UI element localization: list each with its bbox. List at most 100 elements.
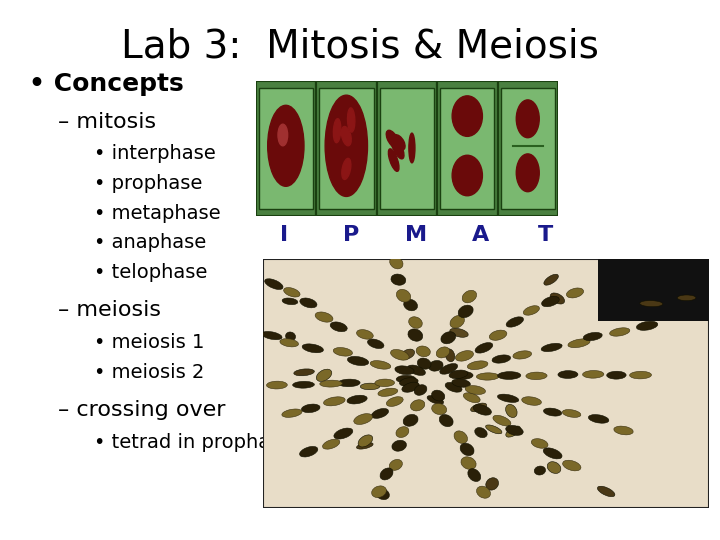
Ellipse shape — [360, 383, 380, 390]
Ellipse shape — [330, 322, 347, 332]
Ellipse shape — [531, 438, 548, 448]
Text: • interphase: • interphase — [94, 144, 215, 164]
Ellipse shape — [403, 414, 418, 426]
Ellipse shape — [465, 386, 485, 394]
Ellipse shape — [401, 349, 415, 359]
Ellipse shape — [404, 299, 418, 311]
Ellipse shape — [498, 394, 519, 402]
Ellipse shape — [431, 390, 445, 401]
Text: • meiosis 2: • meiosis 2 — [94, 363, 204, 382]
Text: • metaphase: • metaphase — [94, 204, 220, 223]
Ellipse shape — [475, 342, 492, 353]
Ellipse shape — [316, 369, 332, 381]
Text: • meiosis 1: • meiosis 1 — [94, 333, 204, 353]
Ellipse shape — [582, 370, 604, 378]
Ellipse shape — [300, 447, 318, 457]
Ellipse shape — [432, 403, 446, 415]
Ellipse shape — [370, 361, 391, 369]
Ellipse shape — [493, 415, 511, 426]
Ellipse shape — [640, 301, 662, 307]
Ellipse shape — [505, 426, 521, 437]
Text: • Concepts: • Concepts — [29, 72, 184, 96]
Ellipse shape — [441, 332, 456, 344]
Ellipse shape — [541, 296, 559, 307]
Ellipse shape — [449, 370, 468, 379]
Ellipse shape — [333, 119, 341, 143]
Bar — [498, 81, 558, 216]
Ellipse shape — [490, 330, 507, 340]
Ellipse shape — [445, 349, 455, 362]
Ellipse shape — [568, 339, 590, 348]
Ellipse shape — [390, 460, 402, 470]
Ellipse shape — [358, 435, 373, 447]
Ellipse shape — [376, 488, 390, 500]
Ellipse shape — [282, 298, 298, 305]
Text: – crossing over: – crossing over — [58, 400, 225, 421]
Ellipse shape — [409, 133, 415, 163]
Ellipse shape — [372, 408, 389, 418]
Ellipse shape — [473, 404, 492, 415]
Ellipse shape — [526, 372, 547, 380]
Ellipse shape — [456, 350, 474, 361]
Ellipse shape — [506, 317, 523, 327]
Ellipse shape — [302, 344, 323, 353]
Ellipse shape — [315, 312, 333, 322]
Text: A: A — [472, 225, 490, 245]
Bar — [500, 87, 555, 209]
Bar — [319, 87, 374, 209]
Ellipse shape — [678, 295, 696, 301]
Ellipse shape — [391, 274, 406, 285]
Ellipse shape — [348, 356, 369, 366]
Ellipse shape — [541, 343, 562, 352]
Ellipse shape — [396, 427, 409, 437]
Ellipse shape — [294, 369, 315, 376]
Ellipse shape — [333, 348, 353, 356]
Ellipse shape — [408, 365, 426, 375]
Text: M: M — [405, 225, 427, 245]
Ellipse shape — [397, 289, 410, 302]
Ellipse shape — [416, 346, 431, 357]
Ellipse shape — [347, 395, 367, 404]
Ellipse shape — [392, 139, 404, 159]
Ellipse shape — [380, 468, 393, 480]
Ellipse shape — [302, 404, 320, 413]
Ellipse shape — [410, 400, 425, 411]
Ellipse shape — [567, 288, 584, 298]
Ellipse shape — [392, 134, 405, 151]
Ellipse shape — [522, 397, 541, 406]
Ellipse shape — [450, 328, 468, 338]
Ellipse shape — [282, 409, 302, 417]
Ellipse shape — [320, 380, 342, 387]
Ellipse shape — [629, 372, 652, 379]
Ellipse shape — [452, 156, 482, 195]
Ellipse shape — [300, 298, 317, 308]
Ellipse shape — [428, 361, 443, 371]
Ellipse shape — [408, 329, 423, 341]
Ellipse shape — [468, 469, 481, 482]
Text: • prophase: • prophase — [94, 174, 202, 193]
Ellipse shape — [505, 426, 523, 435]
Ellipse shape — [387, 397, 403, 407]
Ellipse shape — [534, 466, 546, 475]
Ellipse shape — [588, 415, 609, 423]
Ellipse shape — [261, 332, 282, 340]
Text: • anaphase: • anaphase — [94, 233, 206, 253]
Ellipse shape — [610, 328, 630, 336]
Ellipse shape — [356, 443, 373, 449]
Ellipse shape — [436, 347, 450, 358]
Ellipse shape — [342, 158, 351, 179]
Ellipse shape — [439, 415, 453, 427]
Ellipse shape — [390, 256, 403, 269]
Text: • telophase: • telophase — [94, 263, 207, 282]
Ellipse shape — [325, 95, 367, 197]
Bar — [598, 259, 709, 321]
Text: T: T — [538, 225, 554, 245]
Ellipse shape — [280, 339, 299, 347]
Ellipse shape — [516, 154, 539, 192]
Ellipse shape — [562, 409, 581, 417]
Ellipse shape — [386, 130, 399, 148]
Ellipse shape — [614, 426, 633, 435]
Ellipse shape — [453, 372, 473, 379]
Ellipse shape — [462, 291, 477, 303]
Ellipse shape — [400, 377, 418, 386]
